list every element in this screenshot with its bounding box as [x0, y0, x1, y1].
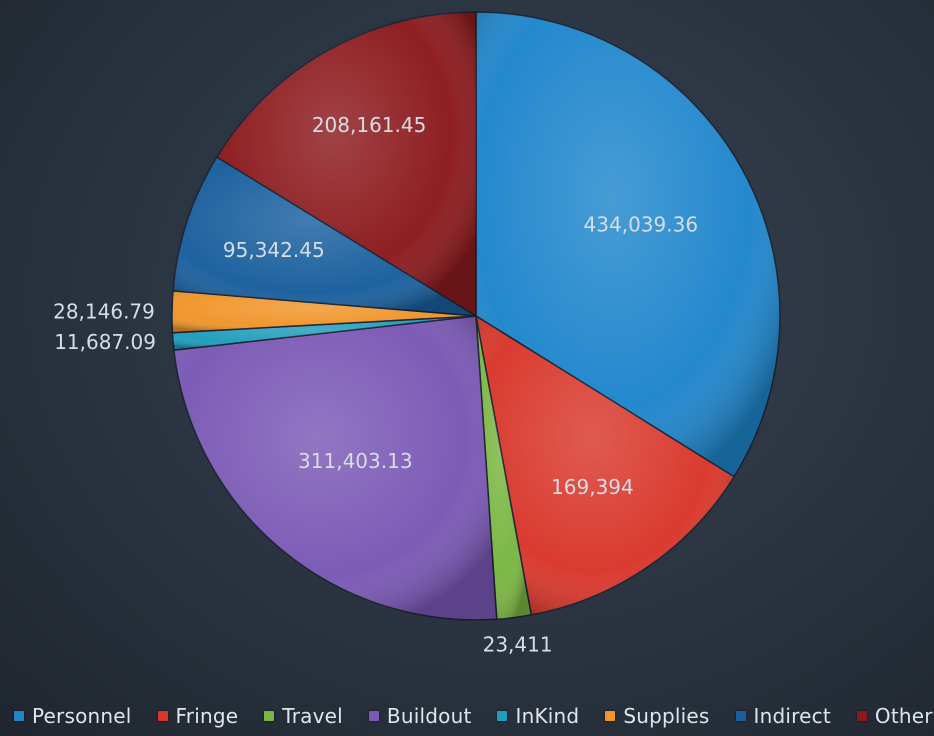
data-label-travel: 23,411: [483, 633, 553, 657]
legend-label: Buildout: [386, 704, 472, 728]
pie-slices: [171, 11, 781, 621]
legend-item-indirect: Indirect: [735, 704, 831, 728]
data-label-fringe: 169,394: [551, 475, 634, 499]
legend-item-travel: Travel: [264, 704, 343, 728]
legend-label: Travel: [282, 704, 343, 728]
legend-item-supplies: Supplies: [605, 704, 709, 728]
legend-swatch: [368, 711, 379, 721]
legend-swatch: [856, 711, 867, 721]
legend-item-inkind: InKind: [497, 704, 579, 728]
legend-item-other: Other: [856, 704, 933, 728]
legend-swatch: [497, 711, 508, 721]
legend-label: InKind: [515, 704, 580, 728]
legend-swatch: [605, 711, 616, 721]
legend-label: Personnel: [32, 704, 132, 728]
data-label-indirect: 95,342.45: [223, 238, 325, 262]
chart-legend: Personnel Fringe Travel Buildout InKind Suppl…: [14, 700, 934, 732]
data-label-personnel: 434,039.36: [584, 213, 699, 237]
data-label-other: 208,161.45: [312, 113, 427, 137]
legend-label: Fringe: [175, 704, 239, 728]
legend-swatch: [264, 711, 275, 721]
data-label-inkind: 11,687.09: [54, 330, 156, 354]
legend-label: Other: [874, 704, 933, 728]
legend-swatch: [14, 711, 24, 721]
pie-data-labels: 434,039.36 169,394 23,411 311,403.13 11,687.…: [53, 113, 698, 657]
legend-swatch: [157, 711, 168, 721]
legend-label: Indirect: [753, 704, 831, 728]
legend-item-buildout: Buildout: [368, 704, 472, 728]
data-label-buildout: 311,403.13: [298, 449, 413, 473]
legend-swatch: [735, 711, 746, 721]
legend-label: Supplies: [623, 704, 710, 728]
pie-chart-svg: 434,039.36 169,394 23,411 311,403.13 11,687.…: [53, 11, 781, 657]
data-label-supplies: 28,146.79: [53, 300, 155, 324]
legend-item-personnel: Personnel: [14, 704, 132, 728]
legend-item-fringe: Fringe: [157, 704, 239, 728]
